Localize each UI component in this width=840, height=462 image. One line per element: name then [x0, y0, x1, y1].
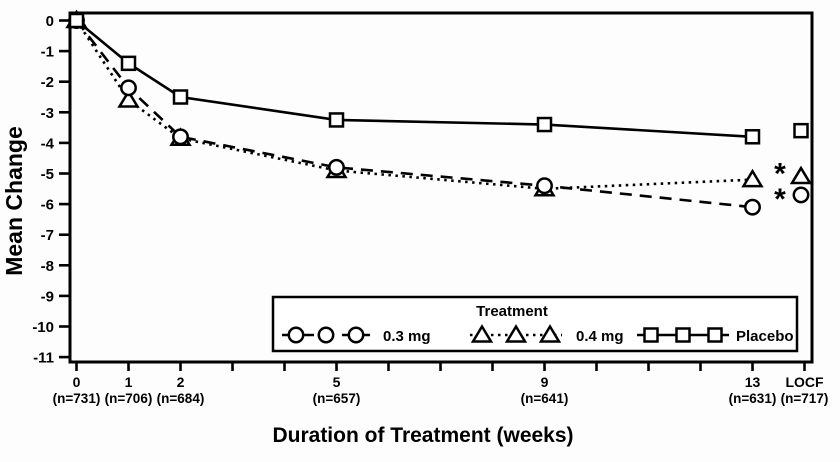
x-n-label: (n=731) — [53, 391, 101, 406]
y-tick-label: -4 — [41, 135, 55, 152]
y-axis-title: Mean Change — [1, 126, 27, 276]
data-point-circle — [536, 177, 553, 195]
legend-marker-square — [707, 327, 723, 343]
legend-marker-circle — [287, 326, 305, 344]
significance-asterisk: * — [774, 158, 786, 191]
series-line-solid — [75, 19, 753, 139]
y-tick-label: 0 — [46, 13, 54, 30]
legend-marker-triangle — [538, 324, 562, 343]
y-tick-label: -7 — [41, 227, 54, 244]
legend — [271, 295, 799, 353]
legend-marker-triangle — [504, 324, 528, 343]
y-tick-label: -2 — [41, 74, 54, 91]
y-tick-label: -3 — [41, 105, 54, 122]
x-tick-label: LOCF — [785, 374, 824, 390]
chart-generated-content: 0-1-2-3-4-5-6-7-8-9-10-110(n=731)1(n=706… — [32, 9, 829, 406]
data-point-circle — [172, 128, 189, 146]
data-point-square — [328, 112, 345, 128]
x-n-label: (n=717) — [781, 391, 829, 406]
series-line-dashed — [75, 19, 753, 209]
x-axis-title: Duration of Treatment (weeks) — [272, 424, 573, 447]
y-tick-label: -11 — [33, 350, 54, 367]
x-n-label: (n=706) — [105, 391, 153, 406]
legend-label-0-3mg: 0.3 mg — [383, 328, 431, 345]
x-tick-label: 9 — [541, 374, 549, 390]
data-point-triangle — [741, 168, 764, 188]
series-0-3-mg: * — [68, 12, 810, 216]
data-point-square — [744, 129, 761, 145]
x-tick-label: 1 — [125, 374, 133, 390]
x-n-label: (n=657) — [313, 391, 361, 406]
locf-point-circle — [792, 186, 810, 204]
significance-asterisk: * — [774, 183, 786, 216]
data-point-circle — [744, 198, 761, 216]
x-n-label: (n=684) — [157, 391, 205, 406]
locf-point-square — [793, 122, 809, 139]
legend-label-0-4mg: 0.4 mg — [576, 328, 624, 345]
x-n-label: (n=641) — [521, 391, 569, 406]
y-tick-label: -6 — [41, 197, 54, 214]
data-point-triangle — [117, 89, 140, 108]
legend-marker-circle — [317, 326, 335, 344]
x-tick-label: 5 — [333, 374, 341, 390]
data-point-square — [120, 55, 137, 72]
legend-title: Treatment — [476, 303, 548, 320]
y-tick-label: -10 — [32, 319, 54, 336]
legend-marker-square — [675, 327, 691, 343]
x-axis: 0(n=731) 1(n=706) 2(n=684) 5(n=657) 9(n=641)… — [53, 362, 829, 406]
series-line-dotted — [75, 19, 753, 191]
x-tick-label: 13 — [745, 374, 761, 390]
y-tick-label: -8 — [41, 258, 54, 275]
x-tick-label: 0 — [73, 374, 81, 390]
data-point-square — [536, 116, 553, 133]
y-tick-label: -5 — [41, 166, 54, 183]
x-n-label: (n=631) — [729, 391, 777, 406]
y-tick-label: -9 — [41, 288, 54, 305]
legend-marker-triangle — [470, 324, 494, 343]
x-tick-label: 2 — [177, 374, 185, 390]
legend-label-placebo: Placebo — [736, 328, 794, 345]
y-axis: 0 -1 -2 -3 -4 -5 -6 -7 -8 -9 -10 -11 — [32, 13, 70, 367]
legend-marker-circle — [347, 326, 365, 344]
y-tick-label: -1 — [41, 44, 54, 61]
series-placebo — [68, 12, 809, 145]
data-point-square — [68, 12, 85, 29]
data-point-circle — [120, 79, 137, 97]
legend-marker-square — [643, 327, 659, 343]
data-point-circle — [328, 158, 345, 176]
data-point-square — [172, 89, 189, 105]
locf-point-triangle — [789, 165, 813, 185]
